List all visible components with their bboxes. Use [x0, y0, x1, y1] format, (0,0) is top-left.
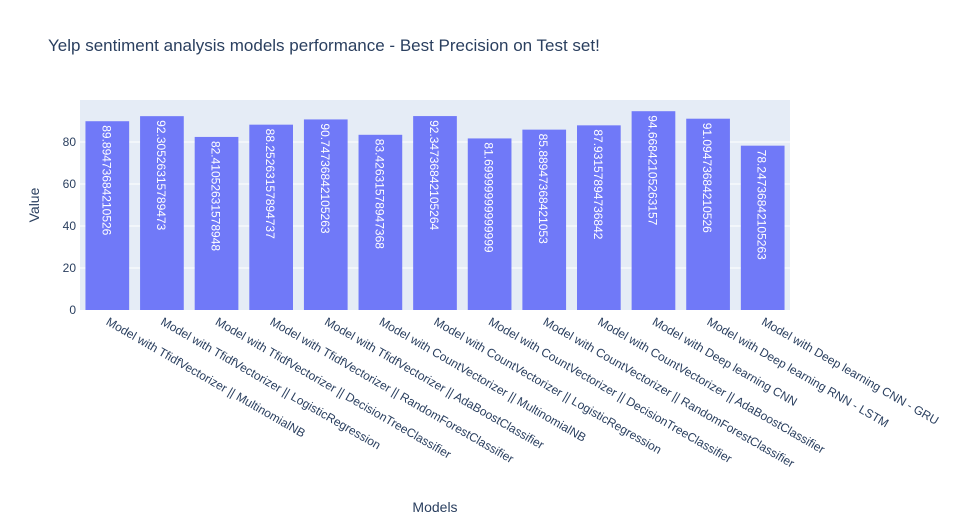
y-tick-label: 80: [63, 135, 77, 149]
bar-value-label: 94.66842105263157: [645, 115, 659, 225]
bar[interactable]: [140, 116, 184, 310]
bar[interactable]: [686, 118, 730, 310]
y-tick-labels: 0 20 40 60 80: [63, 135, 77, 317]
y-tick-label: 60: [63, 177, 77, 191]
bar-value-label: 91.09473684210526: [700, 123, 714, 233]
bar-value-label: 87.93157894736842: [591, 129, 605, 239]
x-tick-label: Model with TfidfVectorizer || Multinomia…: [104, 314, 308, 440]
x-axis-label: Models: [412, 499, 457, 515]
y-tick-label: 0: [69, 303, 76, 317]
bar-value-label: 83.42631578947368: [372, 139, 386, 249]
chart-title: Yelp sentiment analysis models performan…: [48, 36, 600, 55]
bar[interactable]: [85, 121, 130, 310]
bar-value-label: 78.24736842105263: [755, 150, 769, 260]
bar[interactable]: [467, 138, 512, 310]
bar-value-label: 88.25263157894737: [263, 129, 277, 239]
bar-value-label: 92.34736842105264: [427, 120, 441, 230]
bar[interactable]: [249, 124, 293, 311]
x-tick-labels: Model with TfidfVectorizer || Multinomia…: [104, 314, 941, 470]
y-tick-label: 40: [63, 219, 77, 233]
y-tick-label: 20: [63, 261, 77, 275]
bar-value-label: 85.88947368421053: [536, 134, 550, 244]
bar[interactable]: [577, 125, 621, 310]
bar-value-label: 82.41052631578948: [209, 141, 223, 251]
bar[interactable]: [740, 145, 785, 310]
bar[interactable]: [413, 116, 457, 310]
bar-value-label: 90.74736842105263: [318, 123, 332, 233]
bar[interactable]: [358, 134, 403, 310]
bar[interactable]: [631, 111, 676, 310]
bar-value-label: 81.69999999999999: [482, 142, 496, 252]
x-tick-label: Model with CountVectorizer || RandomFore…: [541, 314, 797, 470]
y-axis-label: Value: [26, 187, 42, 222]
bars: 89.89473684210526 92.30526315789473 82.410…: [85, 111, 785, 311]
bar[interactable]: [303, 119, 348, 310]
bar[interactable]: [522, 129, 567, 310]
bar-value-label: 92.30526315789473: [154, 120, 168, 230]
bar-value-label: 89.89473684210526: [99, 125, 113, 235]
bar[interactable]: [194, 136, 239, 310]
